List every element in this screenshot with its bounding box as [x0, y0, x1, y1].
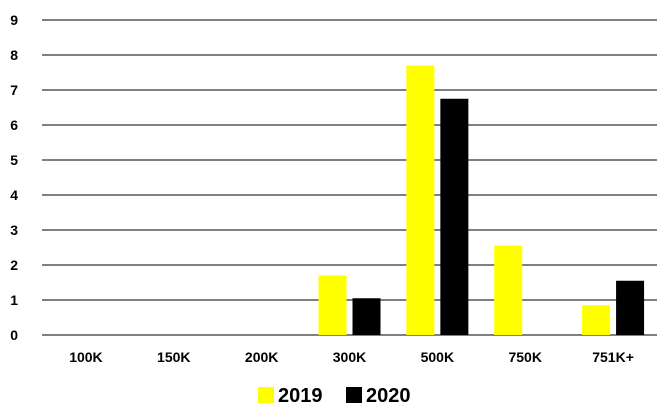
y-tick-label-7: 7	[10, 82, 18, 98]
legend: 2019 2020	[258, 385, 411, 407]
y-tick-label-5: 5	[10, 152, 18, 168]
bar-2020-500K	[440, 98, 469, 335]
gridlines	[42, 19, 657, 336]
x-tick-label-750K: 750K	[508, 349, 541, 365]
bar-2019-500K	[406, 65, 435, 335]
y-tick-label-3: 3	[10, 222, 18, 238]
legend-swatch-2020	[346, 387, 362, 403]
x-tick-label-100K: 100K	[69, 349, 102, 365]
x-tick-label-200K: 200K	[245, 349, 278, 365]
y-tick-label-9: 9	[10, 12, 18, 28]
y-tick-label-8: 8	[10, 47, 18, 63]
legend-label-2020: 2020	[366, 385, 411, 407]
y-axis-ticks: 0 1 2 3 4 5 6 7 8 9	[10, 12, 18, 343]
x-tick-label-150K: 150K	[157, 349, 190, 365]
bar-2019-300K	[318, 275, 347, 335]
x-tick-label-751K+: 751K+	[592, 349, 634, 365]
x-axis-ticks: 100K 150K 200K 300K 500K 750K 751K+	[69, 349, 634, 365]
bar-2020-751K+	[616, 280, 645, 335]
y-tick-label-2: 2	[10, 257, 18, 273]
bar-2020-300K	[352, 298, 381, 335]
bar-2019-751K+	[582, 305, 611, 335]
y-tick-label-4: 4	[10, 187, 18, 203]
bars	[318, 65, 645, 335]
x-tick-label-300K: 300K	[333, 349, 366, 365]
y-tick-label-1: 1	[10, 292, 18, 308]
y-tick-label-0: 0	[10, 327, 18, 343]
bar-2019-750K	[494, 245, 523, 335]
y-tick-label-6: 6	[10, 117, 18, 133]
legend-swatch-2019	[258, 387, 274, 403]
legend-label-2019: 2019	[278, 385, 323, 407]
x-tick-label-500K: 500K	[421, 349, 454, 365]
